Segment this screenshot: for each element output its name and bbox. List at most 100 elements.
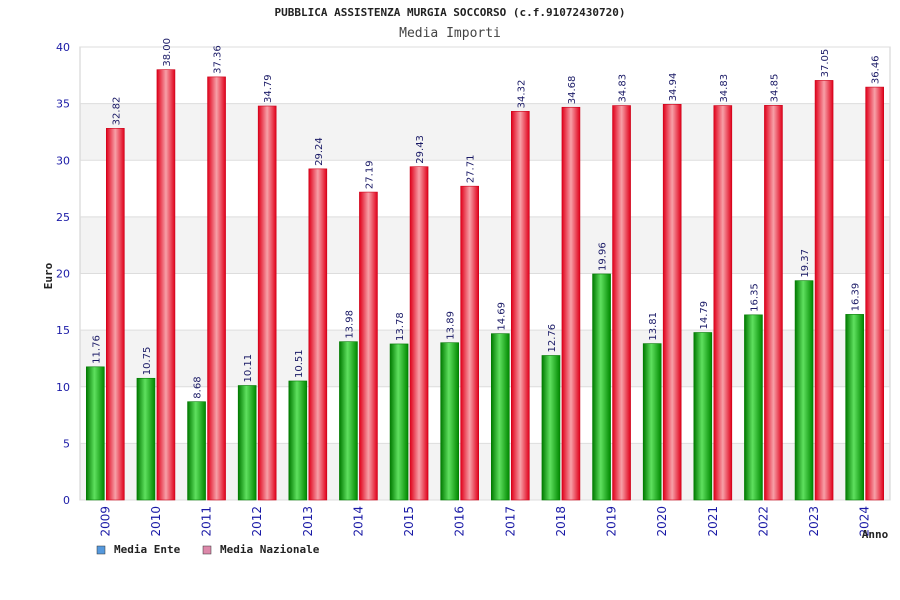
bar-media-nazionale-2015 xyxy=(409,166,429,501)
bar-media-nazionale-2014 xyxy=(359,191,378,501)
x-tick-label: 2012 xyxy=(250,506,264,537)
chart-subtitle: Media Importi xyxy=(399,26,501,41)
value-label: 34.68 xyxy=(567,76,578,105)
bar-media-ente-2021 xyxy=(693,332,713,501)
value-label: 34.94 xyxy=(668,73,679,102)
x-tick-label: 2023 xyxy=(807,506,821,537)
x-tick-label: 2019 xyxy=(605,506,619,537)
value-label: 38.00 xyxy=(162,38,173,67)
bar-media-nazionale-2017 xyxy=(511,111,530,501)
bar-media-ente-2010 xyxy=(136,377,156,501)
value-label: 10.11 xyxy=(243,354,254,383)
x-tick-label: 2017 xyxy=(503,506,517,537)
value-label: 13.89 xyxy=(446,311,457,340)
x-tick-label: 2016 xyxy=(453,506,467,537)
value-label: 8.68 xyxy=(193,376,204,398)
x-tick-label: 2021 xyxy=(706,506,720,537)
bar-media-ente-2015 xyxy=(389,343,409,501)
bar-media-ente-2020 xyxy=(642,343,662,501)
bar-media-ente-2016 xyxy=(440,342,459,501)
value-label: 27.19 xyxy=(364,160,375,189)
y-axis-ticks: 0 5 10 15 20 25 30 35 40 xyxy=(56,41,70,507)
y-axis-label: Euro xyxy=(42,262,55,289)
legend-swatch-media-ente xyxy=(96,545,106,555)
bar-media-nazionale-2010 xyxy=(156,69,176,501)
x-axis-ticks: 2009 2010 2011 2012 2013 2014 2015 2016 2017 2018… xyxy=(98,506,871,537)
bar-media-nazionale-2020 xyxy=(662,104,682,501)
y-tick-label: 25 xyxy=(56,211,70,224)
value-label: 10.75 xyxy=(142,347,153,376)
bar-media-nazionale-2019 xyxy=(612,105,631,501)
value-label: 29.43 xyxy=(415,135,426,164)
bar-media-nazionale-2022 xyxy=(764,105,783,501)
bar-media-ente-2022 xyxy=(744,314,763,501)
bar-media-ente-2017 xyxy=(491,333,510,501)
y-tick-label: 20 xyxy=(56,268,70,281)
bar-media-ente-2013 xyxy=(288,380,308,501)
x-tick-label: 2013 xyxy=(301,506,315,537)
bar-media-ente-2023 xyxy=(794,280,814,501)
bar-media-ente-2009 xyxy=(86,366,105,501)
bar-media-ente-2018 xyxy=(541,355,561,501)
x-tick-label: 2010 xyxy=(149,506,163,537)
bar-media-nazionale-2013 xyxy=(308,168,328,501)
value-label: 27.71 xyxy=(466,155,477,184)
value-labels: 11.76 32.82 10.75 38.00 8.68 37.36 10.11 34.79 1… xyxy=(91,38,881,399)
x-tick-label: 2014 xyxy=(351,506,365,537)
y-tick-label: 15 xyxy=(56,324,70,337)
bar-media-nazionale-2009 xyxy=(106,128,125,501)
value-label: 12.76 xyxy=(547,324,558,353)
value-label: 10.51 xyxy=(294,349,305,378)
value-label: 34.83 xyxy=(618,74,629,103)
bar-media-nazionale-2023 xyxy=(814,80,834,501)
y-tick-label: 35 xyxy=(56,98,70,111)
bar-media-ente-2011 xyxy=(187,401,206,501)
bar-media-nazionale-2016 xyxy=(460,185,479,501)
bars xyxy=(86,69,884,501)
x-tick-label: 2018 xyxy=(554,506,568,537)
bar-media-nazionale-2024 xyxy=(865,86,884,501)
bar-media-nazionale-2021 xyxy=(713,105,733,501)
x-tick-label: 2024 xyxy=(858,506,872,537)
value-label: 32.82 xyxy=(111,97,122,126)
value-label: 13.98 xyxy=(344,310,355,339)
value-label: 13.78 xyxy=(395,312,406,341)
bar-media-nazionale-2012 xyxy=(257,105,277,501)
legend-swatch-media-nazionale xyxy=(202,545,212,555)
value-label: 37.36 xyxy=(213,45,224,74)
value-label: 16.35 xyxy=(749,283,760,312)
bar-media-ente-2019 xyxy=(592,273,611,501)
x-tick-label: 2011 xyxy=(200,506,214,537)
value-label: 19.96 xyxy=(598,242,609,271)
y-tick-label: 30 xyxy=(56,154,70,167)
value-label: 16.39 xyxy=(851,283,862,312)
value-label: 13.81 xyxy=(648,312,659,341)
legend-label-media-ente: Media Ente xyxy=(114,543,181,556)
y-tick-label: 5 xyxy=(63,437,70,450)
y-tick-label: 40 xyxy=(56,41,70,54)
legend: Media Ente Media Nazionale xyxy=(96,543,320,556)
value-label: 34.32 xyxy=(516,80,527,109)
value-label: 19.37 xyxy=(800,249,811,278)
value-label: 34.83 xyxy=(719,74,730,103)
x-axis-label: Anno xyxy=(862,528,889,541)
bar-media-ente-2012 xyxy=(237,385,257,501)
value-label: 14.69 xyxy=(496,302,507,331)
value-label: 29.24 xyxy=(314,137,325,166)
value-label: 14.79 xyxy=(699,301,710,330)
value-label: 37.05 xyxy=(820,49,831,78)
value-label: 11.76 xyxy=(91,335,102,364)
legend-label-media-nazionale: Media Nazionale xyxy=(220,543,320,556)
x-tick-label: 2009 xyxy=(98,506,112,537)
bar-media-ente-2014 xyxy=(339,341,358,501)
y-tick-label: 10 xyxy=(56,381,70,394)
x-tick-label: 2022 xyxy=(756,506,770,537)
bar-media-nazionale-2018 xyxy=(561,106,581,501)
y-tick-label: 0 xyxy=(63,494,70,507)
bar-media-nazionale-2011 xyxy=(207,76,226,501)
bar-media-ente-2024 xyxy=(845,314,864,501)
x-tick-label: 2020 xyxy=(655,506,669,537)
value-label: 36.46 xyxy=(871,55,882,84)
x-tick-label: 2015 xyxy=(402,506,416,537)
